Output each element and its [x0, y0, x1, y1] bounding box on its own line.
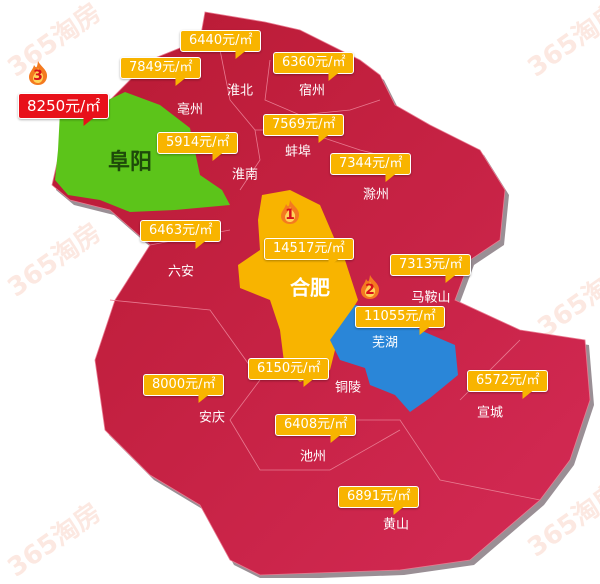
city-label: 黄山	[382, 517, 410, 533]
price-tag: 6150元/㎡	[248, 358, 330, 380]
city-label: 合肥	[290, 275, 330, 300]
price-tag: 5914元/㎡	[157, 132, 239, 154]
rank-number: 3	[33, 68, 43, 84]
city-label: 蚌埠	[284, 144, 312, 160]
price-tag-rank2: 11055元/㎡	[355, 306, 445, 328]
fuyang-region	[55, 92, 230, 212]
rank-number: 2	[365, 282, 375, 298]
price-tag: 6572元/㎡	[467, 370, 549, 392]
city-label: 亳州	[176, 102, 204, 118]
price-tag: 7344元/㎡	[330, 153, 412, 175]
city-label: 宣城	[476, 405, 504, 421]
city-label: 滁州	[362, 187, 390, 203]
price-tag-rank3: 8250元/㎡	[18, 93, 110, 119]
price-tag: 7569元/㎡	[263, 114, 345, 136]
city-label: 六安	[167, 264, 195, 280]
price-tag: 8000元/㎡	[143, 374, 225, 396]
city-label: 芜湖	[371, 335, 399, 351]
city-label: 淮南	[231, 167, 259, 183]
rank-number: 1	[285, 207, 295, 223]
city-label: 安庆	[198, 410, 226, 426]
region-borders	[109, 49, 541, 501]
city-label: 池州	[299, 449, 327, 465]
price-tag: 6408元/㎡	[275, 414, 357, 436]
city-label: 宿州	[298, 83, 326, 99]
wuhu-region	[330, 305, 458, 412]
price-tag: 6891元/㎡	[338, 486, 420, 508]
city-label: 铜陵	[334, 380, 362, 396]
flame-rank-1-icon: 1	[279, 199, 301, 225]
city-label: 马鞍山	[411, 290, 451, 306]
price-tag: 6440元/㎡	[180, 30, 262, 52]
city-label: 阜阳	[107, 150, 153, 175]
price-tag: 6360元/㎡	[273, 52, 355, 74]
price-tag: 7313元/㎡	[390, 254, 472, 276]
price-tag-rank1: 14517元/㎡	[264, 238, 354, 260]
flame-rank-2-icon: 2	[359, 274, 381, 300]
price-tag: 6463元/㎡	[140, 220, 222, 242]
price-tag: 7849元/㎡	[120, 57, 202, 79]
city-label: 淮北	[226, 83, 254, 99]
flame-rank-3-icon: 3	[27, 60, 49, 86]
